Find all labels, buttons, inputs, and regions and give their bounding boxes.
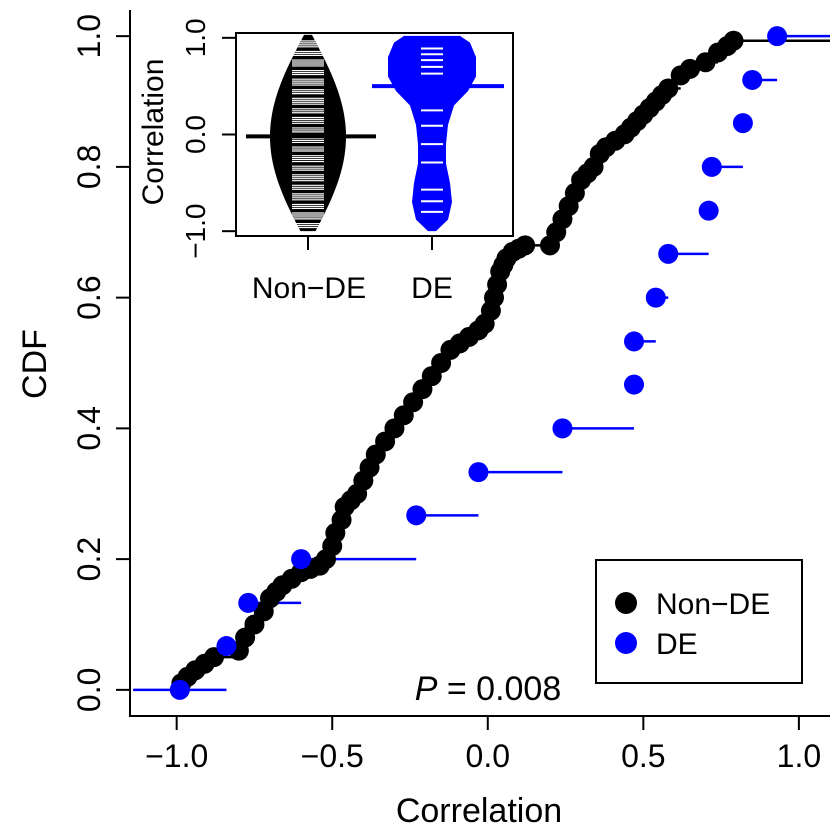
x-tick-label: 0.5 xyxy=(621,738,665,774)
x-tick-label: 0.0 xyxy=(466,738,510,774)
inset-y-axis-label: Correlation xyxy=(137,59,170,206)
cdf-point-de xyxy=(742,69,763,90)
cdf-points xyxy=(169,26,788,700)
cdf-point-de xyxy=(701,156,722,177)
inset-category-non-de: Non−DE xyxy=(252,272,366,305)
legend-label-de: DE xyxy=(656,628,698,661)
y-tick-label: 1.0 xyxy=(71,14,107,58)
inset-y-tick-label: 0.0 xyxy=(180,115,211,154)
cdf-point-de xyxy=(216,636,237,657)
inset-category-de: DE xyxy=(411,272,453,305)
violin-non-de xyxy=(270,34,346,232)
x-axis: −1.0 −0.5 0.0 0.5 1.0 xyxy=(145,716,821,774)
cdf-point-de xyxy=(624,374,644,395)
legend: Non−DE DE xyxy=(595,559,803,684)
y-tick-label: 0.0 xyxy=(71,668,107,712)
cdf-point-de xyxy=(406,505,427,526)
x-tick-label: −0.5 xyxy=(301,738,364,774)
p-value-symbol: P xyxy=(415,670,438,708)
inset-violins xyxy=(246,34,504,232)
cdf-point-non-de xyxy=(515,235,536,256)
inset-y-axis: −1.0 0.0 1.0 xyxy=(180,18,433,259)
y-tick-label: 0.6 xyxy=(71,275,107,319)
cdf-point-de xyxy=(658,243,679,264)
plot-frame xyxy=(129,10,830,717)
x-tick-label: 1.0 xyxy=(777,738,821,774)
inset-y-tick-label: −1.0 xyxy=(180,204,211,259)
p-value-text: = 0.008 xyxy=(437,670,561,708)
inset-violin-plot: −1.0 0.0 1.0 Correlation Non−DE DE xyxy=(137,18,514,305)
y-axis: 0.0 0.2 0.4 0.6 0.8 1.0 xyxy=(71,14,130,712)
x-axis-label: Correlation xyxy=(396,792,562,830)
cdf-point-de xyxy=(698,200,719,221)
cdf-point-de xyxy=(552,418,573,439)
y-axis-label: CDF xyxy=(16,329,54,399)
cdf-point-de xyxy=(732,113,753,134)
cdf-point-de xyxy=(645,287,666,308)
cdf-point-non-de xyxy=(680,58,700,79)
cdf-point-non-de xyxy=(723,30,744,51)
cdf-point-de xyxy=(767,26,788,47)
x-tick-label: −1.0 xyxy=(145,738,208,774)
y-tick-label: 0.2 xyxy=(71,537,107,581)
legend-box xyxy=(595,559,803,684)
legend-marker-non-de xyxy=(615,592,637,614)
cdf-point-de xyxy=(169,679,190,700)
legend-label-non-de: Non−DE xyxy=(656,588,770,621)
y-tick-label: 0.4 xyxy=(71,406,107,450)
cdf-point-de xyxy=(468,462,489,483)
cdf-point-de xyxy=(624,331,644,352)
main-plot-area: −1.0 −0.5 0.0 0.5 1.0 0.0 0.2 0.4 0.6 0.8 1.0 Cor… xyxy=(16,10,830,830)
p-value-annotation: P = 0.008 xyxy=(415,670,562,708)
cdf-point-non-de xyxy=(658,78,679,99)
y-tick-label: 0.8 xyxy=(71,145,107,189)
cdf-point-de xyxy=(291,549,312,570)
legend-marker-de xyxy=(615,632,637,654)
inset-y-tick-label: 1.0 xyxy=(180,18,211,57)
cdf-point-de xyxy=(238,592,259,613)
